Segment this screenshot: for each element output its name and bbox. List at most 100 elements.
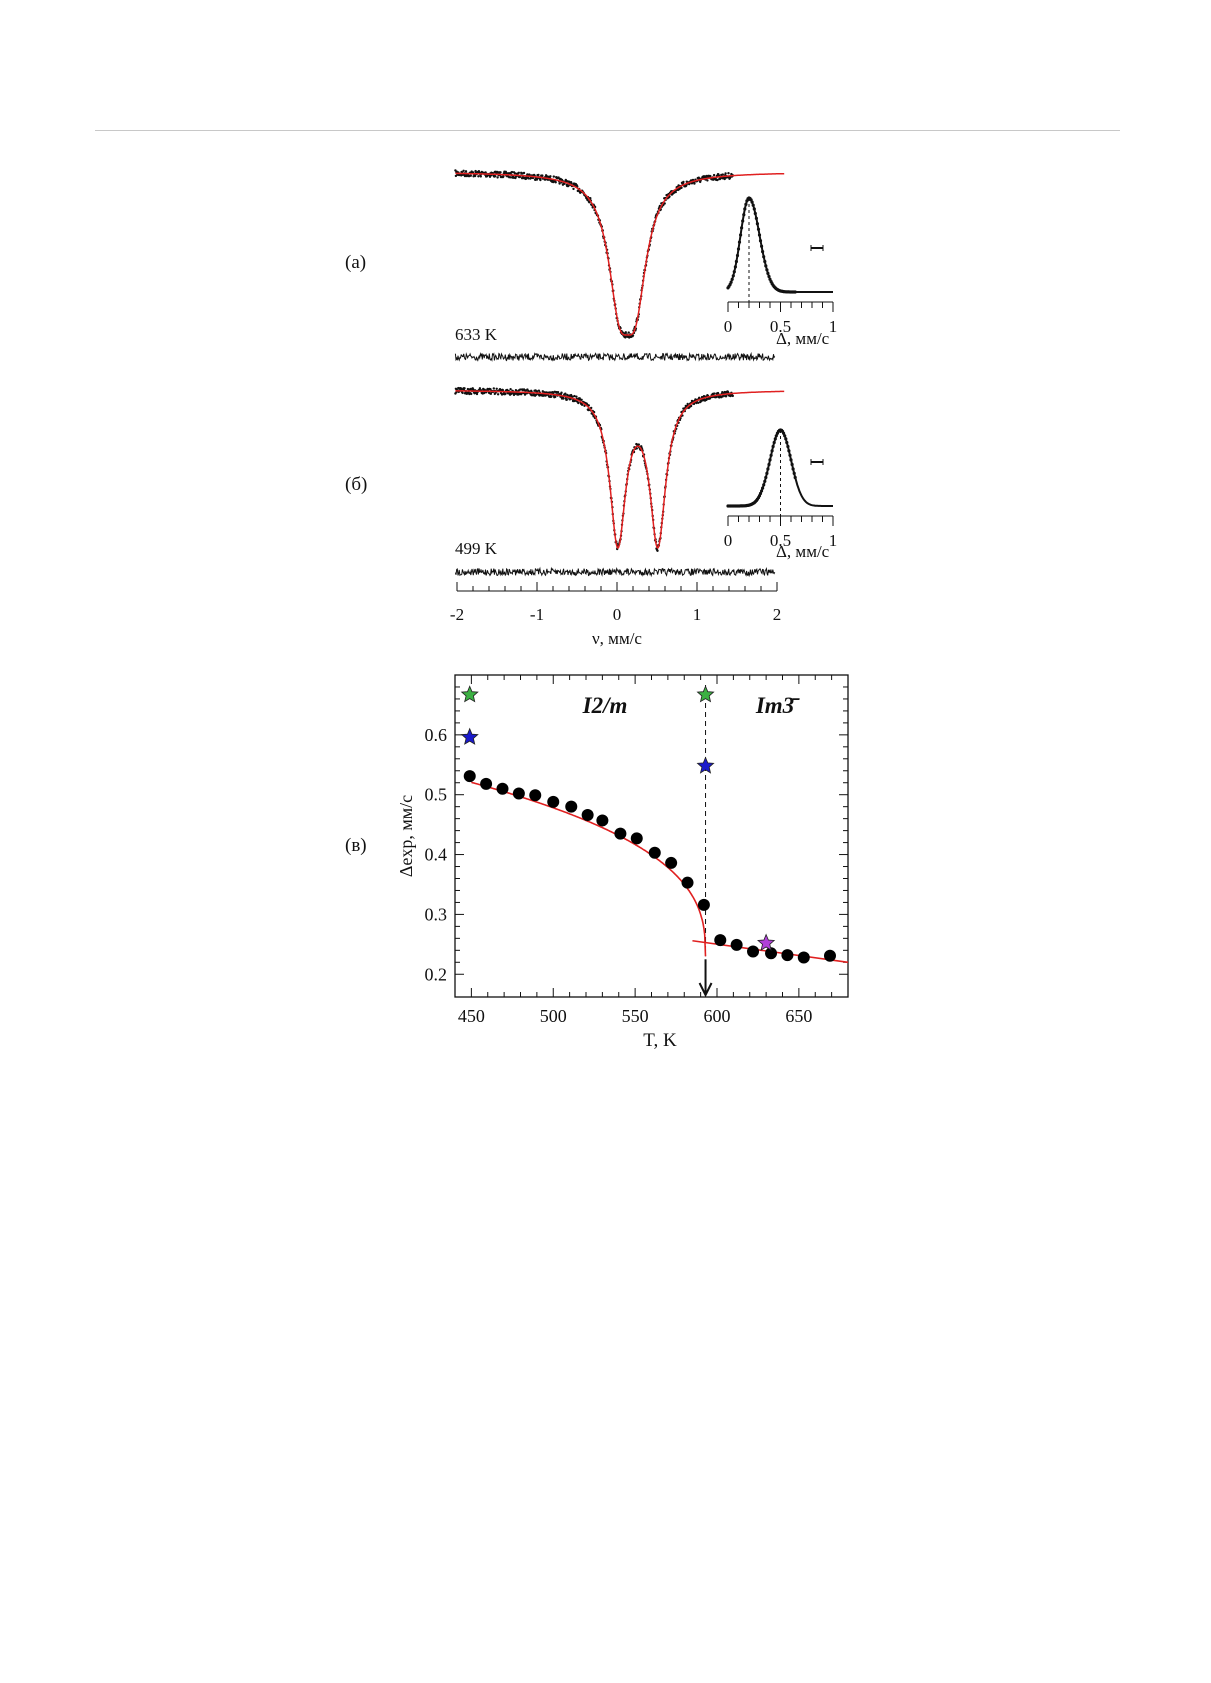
data-point <box>470 392 473 396</box>
data-point <box>522 171 526 175</box>
data-point <box>572 187 575 191</box>
data-point <box>721 173 724 176</box>
data-point <box>541 174 544 177</box>
phase-label-high: Im3̄ <box>755 693 800 718</box>
x-tick-label: 450 <box>458 1006 485 1026</box>
data-point <box>716 391 720 395</box>
data-point <box>637 443 640 446</box>
data-point <box>504 392 507 396</box>
data-point <box>477 175 480 178</box>
data-point <box>464 170 468 173</box>
data-point <box>682 180 685 184</box>
data-point <box>588 201 591 204</box>
data-point <box>630 832 643 845</box>
y-tick-label: 0.4 <box>425 845 448 865</box>
data-point <box>496 393 500 396</box>
data-point <box>462 169 465 172</box>
data-point <box>495 387 498 390</box>
star-marker <box>696 756 715 774</box>
data-point <box>496 176 499 179</box>
data-point <box>724 395 728 398</box>
data-point <box>681 876 694 889</box>
spectrum-b <box>454 386 785 578</box>
phase-label-low: I2/m <box>582 693 628 718</box>
panel-label-c: (в) <box>345 835 367 856</box>
inset-a: 0 0.5 1 <box>724 196 837 336</box>
data-point <box>706 179 709 182</box>
inset-tick-label: 1 <box>829 531 838 550</box>
data-point <box>568 394 571 397</box>
data-point <box>535 390 539 393</box>
data-point <box>557 176 560 179</box>
star-marker <box>460 727 479 745</box>
velocity-axis-label: ν, мм/с <box>592 629 642 648</box>
data-point <box>781 949 794 962</box>
residual-line <box>454 351 776 362</box>
data-point <box>496 782 509 795</box>
data-point <box>554 181 557 184</box>
data-point <box>624 331 627 334</box>
data-point <box>627 331 630 334</box>
data-point <box>727 172 730 175</box>
data-point <box>558 182 561 185</box>
data-point <box>541 390 544 393</box>
data-point <box>460 387 463 391</box>
data-point <box>510 170 514 174</box>
x-tick-label: 550 <box>622 1006 649 1026</box>
data-point <box>475 392 479 396</box>
data-point <box>478 387 482 390</box>
plot-frame <box>454 674 849 998</box>
data-point <box>580 398 583 401</box>
inset-b-xlabel: Δ, мм/с <box>776 542 830 561</box>
inset-tick-label: 0 <box>724 317 733 336</box>
data-point <box>712 173 716 177</box>
data-point <box>577 401 580 405</box>
data-point <box>529 789 542 802</box>
data-point <box>537 173 540 177</box>
data-point <box>677 184 680 187</box>
fit-curve-low <box>471 781 707 957</box>
data-point <box>565 398 568 401</box>
tick-label: 0 <box>613 605 622 624</box>
data-point <box>575 395 578 398</box>
panel-label-b: (б) <box>345 474 367 495</box>
data-point <box>580 403 584 406</box>
y-tick-label: 0.5 <box>425 785 448 805</box>
data-point <box>680 186 683 189</box>
data-point <box>562 397 565 400</box>
data-point <box>656 549 659 552</box>
data-point <box>685 184 688 187</box>
inset-tick-label: 0.5 <box>770 531 791 550</box>
data-point <box>581 809 594 822</box>
data-point <box>747 945 760 958</box>
data-point <box>509 176 512 179</box>
residual-line <box>454 566 776 578</box>
data-point <box>712 392 716 395</box>
fit-curve <box>455 390 785 550</box>
data-point <box>502 175 505 178</box>
star-marker <box>757 933 776 951</box>
inset-curve <box>727 196 833 293</box>
panel-label-a: (а) <box>345 252 366 273</box>
data-point <box>714 934 727 947</box>
data-point <box>565 800 578 813</box>
data-point <box>517 171 520 174</box>
data-point <box>466 387 470 391</box>
data-point <box>494 175 497 178</box>
x-tick-label: 650 <box>785 1006 812 1026</box>
y-tick-label: 0.3 <box>425 904 448 924</box>
data-point <box>480 777 493 790</box>
data-point <box>547 795 560 808</box>
plot-c-xlabel: T, K <box>643 1030 677 1051</box>
page-header-rule <box>95 130 1120 131</box>
data-point <box>550 395 553 398</box>
data-point <box>556 391 560 394</box>
data-point <box>461 391 464 395</box>
plot-c-ylabel: Δexp, мм/с <box>396 795 416 877</box>
inset-tick-label: 0.5 <box>770 317 791 336</box>
data-point <box>479 175 482 178</box>
data-point <box>519 388 522 391</box>
data-point <box>697 401 700 404</box>
inset-a-xlabel: Δ, мм/с <box>776 329 830 348</box>
